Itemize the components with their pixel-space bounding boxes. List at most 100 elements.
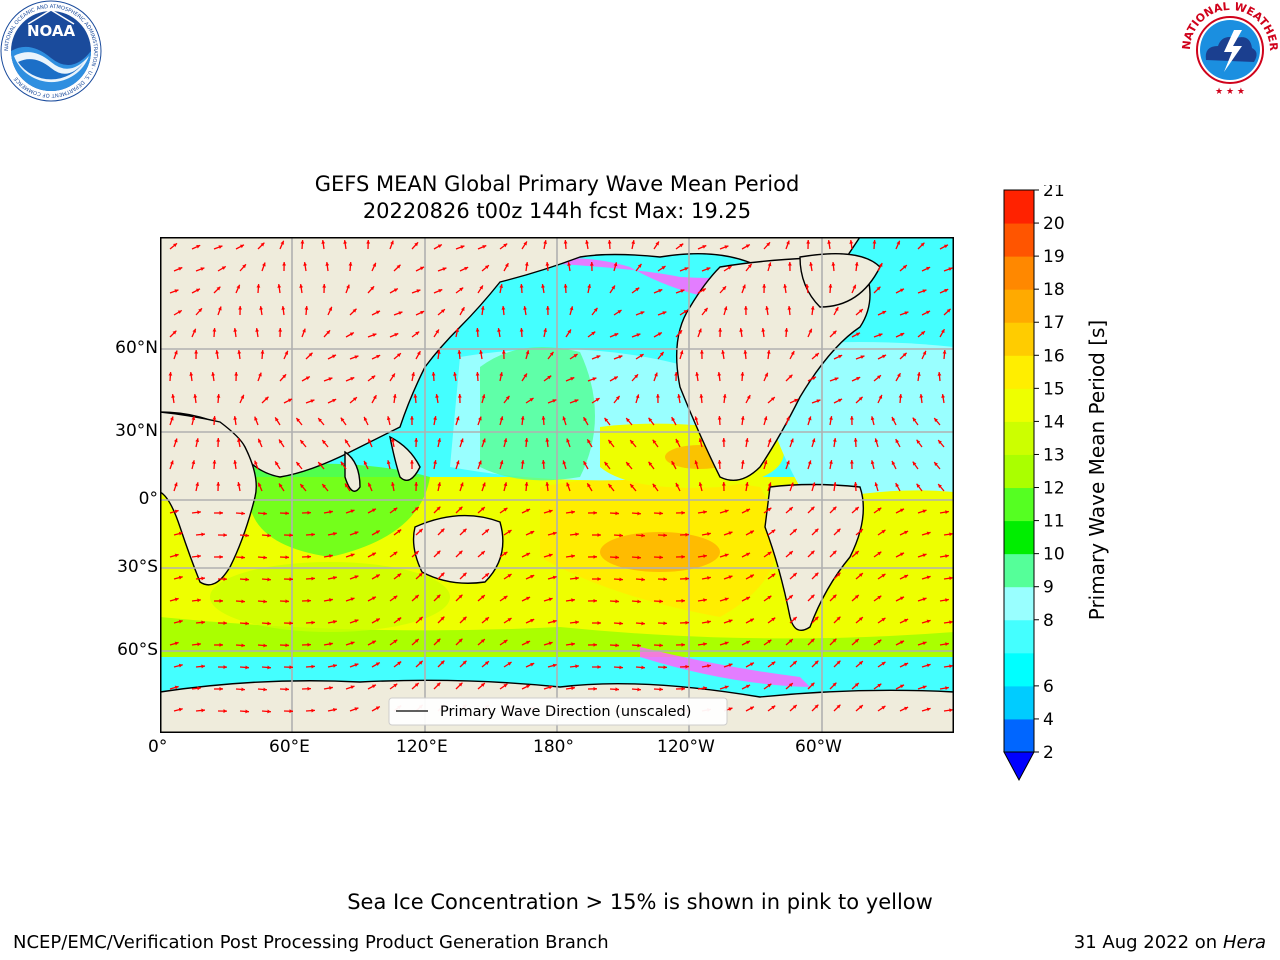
wave-arrow	[169, 597, 179, 602]
wave-arrow	[304, 305, 309, 316]
wave-arrow	[763, 683, 772, 690]
wave-arrow	[697, 244, 707, 250]
wave-arrow	[340, 461, 347, 470]
wave-arrow	[437, 482, 442, 492]
wave-arrow	[851, 284, 857, 294]
wave-arrow	[723, 663, 733, 668]
wave-arrow	[541, 415, 546, 426]
wave-arrow	[437, 660, 445, 668]
wave-arrow	[349, 663, 359, 668]
wave-arrow	[257, 242, 265, 250]
wave-arrow	[524, 481, 529, 492]
wave-arrow	[675, 554, 686, 559]
wave-arrow	[279, 687, 290, 692]
wave-arrow	[609, 375, 619, 382]
wave-arrow	[895, 684, 905, 690]
wave-arrow	[481, 572, 490, 580]
wave-arrow	[653, 599, 664, 604]
wave-arrow	[653, 241, 660, 250]
wave-arrow	[261, 262, 266, 272]
wave-arrow	[807, 550, 815, 558]
y-tick-30s: 30°S	[117, 557, 158, 577]
wave-arrow	[327, 354, 337, 360]
wave-arrow	[480, 305, 485, 316]
wave-direction-arrows	[168, 239, 954, 714]
wave-arrow	[279, 511, 290, 516]
wave-arrow	[613, 395, 621, 404]
wave-arrow	[569, 532, 580, 537]
wave-arrow	[741, 243, 751, 250]
wave-arrow	[259, 306, 264, 316]
colorbar-band	[1004, 223, 1034, 257]
wave-arrow	[323, 554, 333, 558]
wave-arrow	[281, 305, 286, 316]
wave-arrow	[475, 371, 480, 382]
wave-arrow	[195, 620, 206, 625]
wave-arrow	[921, 619, 931, 624]
wave-arrow	[891, 460, 897, 470]
wave-arrow	[671, 416, 677, 426]
wave-arrow	[257, 687, 268, 692]
wave-arrow	[854, 261, 859, 272]
wave-arrow	[943, 664, 954, 669]
wave-arrow	[189, 371, 194, 382]
wave-arrow	[807, 638, 815, 646]
wave-arrow	[895, 640, 905, 646]
wave-arrow	[741, 552, 751, 558]
colorbar-under-extension	[1003, 751, 1035, 782]
wave-arrow	[741, 596, 751, 602]
wave-arrow	[521, 241, 528, 250]
wave-arrow	[545, 305, 550, 316]
wave-arrow	[873, 551, 882, 558]
wave-arrow	[849, 459, 854, 470]
wave-arrow	[916, 372, 921, 382]
wave-arrow	[719, 641, 729, 646]
wave-arrow	[943, 620, 954, 625]
wave-arrow	[613, 577, 624, 582]
wave-arrow	[345, 685, 355, 690]
wave-arrow	[745, 706, 755, 712]
wave-arrow	[257, 438, 263, 448]
wave-arrow	[872, 239, 877, 250]
wave-arrow	[873, 507, 882, 514]
wave-arrow	[233, 460, 238, 470]
wave-arrow	[943, 576, 954, 581]
wave-arrow	[895, 552, 905, 558]
wave-arrow	[235, 687, 246, 692]
wave-arrow	[895, 596, 905, 602]
wave-arrow	[499, 595, 508, 602]
wave-arrow	[698, 438, 703, 448]
wave-arrow	[237, 438, 241, 448]
wave-arrow	[389, 683, 398, 690]
wave-arrow	[520, 459, 525, 470]
wave-arrow	[565, 598, 575, 603]
wave-arrow	[257, 599, 268, 604]
wave-arrow	[191, 642, 202, 647]
wave-arrow	[195, 708, 206, 713]
wave-arrow	[173, 438, 178, 448]
wave-arrow	[740, 459, 745, 470]
wave-arrow	[789, 398, 799, 404]
wave-arrow	[261, 396, 269, 404]
wave-arrow	[701, 664, 711, 668]
wave-arrow	[327, 620, 337, 624]
wave-arrow	[411, 594, 420, 602]
wave-arrow	[367, 508, 377, 514]
wave-arrow	[937, 439, 945, 448]
wave-arrow	[763, 460, 768, 470]
wave-arrow	[717, 371, 722, 382]
wave-arrow	[811, 616, 819, 624]
colorbar-band	[1004, 322, 1034, 356]
wave-arrow	[899, 662, 909, 668]
wave-arrow	[810, 305, 815, 316]
wave-arrow	[674, 371, 679, 382]
wave-arrow	[566, 482, 571, 492]
wave-arrow	[762, 283, 767, 294]
wave-arrow	[344, 483, 351, 492]
wave-arrow	[173, 575, 183, 580]
wave-arrow	[629, 483, 637, 492]
wave-arrow	[807, 682, 815, 690]
land-south-america	[764, 483, 865, 631]
wave-arrow	[393, 264, 401, 272]
wave-arrow	[520, 415, 525, 426]
